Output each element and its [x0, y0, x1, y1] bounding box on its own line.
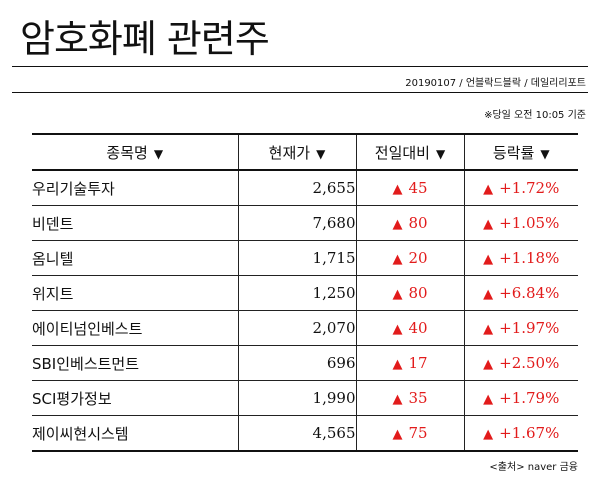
change-value: 75	[408, 424, 428, 442]
table-row: SCI평가정보 1,990 ▲ 35 ▲ +1.79%	[32, 380, 578, 416]
stock-price: 1,250	[237, 275, 356, 311]
table-header-row: 종목명 ▼ 현재가 ▼ 전일대비 ▼ 등락률 ▼	[32, 133, 578, 171]
stock-rate: ▲ +1.05%	[463, 205, 578, 241]
stock-change: ▲ 75	[355, 415, 464, 452]
as-of-note: ※당일 오전 10:05 기준	[484, 110, 586, 121]
rate-value: +1.79%	[499, 389, 560, 407]
up-arrow-icon: ▲	[392, 287, 403, 302]
table-row: 우리기술투자 2,655 ▲ 45 ▲ +1.72%	[32, 170, 578, 206]
up-arrow-icon: ▲	[392, 427, 403, 442]
rate-value: +1.67%	[499, 424, 560, 442]
stock-price: 2,070	[237, 310, 356, 346]
stock-change: ▲ 40	[355, 310, 464, 346]
col-header-price[interactable]: 현재가 ▼	[237, 133, 356, 171]
change-value: 17	[408, 354, 428, 372]
stock-price: 1,990	[237, 380, 356, 416]
col-header-label: 종목명	[106, 143, 148, 162]
up-arrow-icon: ▲	[483, 287, 494, 302]
stock-rate: ▲ +1.79%	[463, 380, 578, 416]
table-row: SBI인베스트먼트 696 ▲ 17 ▲ +2.50%	[32, 345, 578, 381]
stock-price: 1,715	[237, 240, 356, 276]
stock-price: 696	[237, 345, 356, 381]
stock-price: 7,680	[237, 205, 356, 241]
sort-down-icon: ▼	[316, 146, 326, 161]
stock-name: 비덴트	[32, 205, 238, 241]
stock-rate: ▲ +1.97%	[463, 310, 578, 346]
rate-value: +1.18%	[499, 249, 560, 267]
rate-value: +1.97%	[499, 319, 560, 337]
col-header-name[interactable]: 종목명 ▼	[32, 133, 238, 171]
col-header-rate[interactable]: 등락률 ▼	[463, 133, 578, 171]
stock-rate: ▲ +1.18%	[463, 240, 578, 276]
up-arrow-icon: ▲	[483, 392, 494, 407]
stock-change: ▲ 45	[355, 170, 464, 206]
up-arrow-icon: ▲	[392, 182, 403, 197]
source-line: 20190107 / 언블락드블락 / 데일리리포트	[405, 78, 586, 89]
up-arrow-icon: ▲	[392, 252, 403, 267]
table-row: 비덴트 7,680 ▲ 80 ▲ +1.05%	[32, 205, 578, 241]
change-value: 45	[408, 179, 428, 197]
stock-price: 2,655	[237, 170, 356, 206]
stock-name: 우리기술투자	[32, 170, 238, 206]
up-arrow-icon: ▲	[392, 392, 403, 407]
up-arrow-icon: ▲	[392, 217, 403, 232]
col-header-label: 현재가	[268, 143, 311, 162]
change-value: 40	[408, 319, 428, 337]
title-rule	[12, 66, 588, 67]
col-header-label: 전일대비	[374, 143, 430, 162]
stock-price: 4,565	[237, 415, 356, 452]
rate-value: +1.72%	[499, 179, 560, 197]
stock-rate: ▲ +1.72%	[463, 170, 578, 206]
table-row: 옴니텔 1,715 ▲ 20 ▲ +1.18%	[32, 240, 578, 276]
source-rule	[12, 92, 588, 93]
up-arrow-icon: ▲	[392, 357, 403, 372]
up-arrow-icon: ▲	[483, 182, 494, 197]
sort-down-icon: ▼	[540, 146, 550, 161]
col-header-change[interactable]: 전일대비 ▼	[355, 133, 464, 171]
stock-change: ▲ 80	[355, 275, 464, 311]
stock-name: SBI인베스트먼트	[32, 345, 238, 381]
stock-rate: ▲ +1.67%	[463, 415, 578, 452]
stock-name: 위지트	[32, 275, 238, 311]
stock-change: ▲ 20	[355, 240, 464, 276]
rate-value: +6.84%	[499, 284, 560, 302]
table-row: 제이씨현시스템 4,565 ▲ 75 ▲ +1.67%	[32, 415, 578, 452]
change-value: 35	[408, 389, 428, 407]
stock-change: ▲ 17	[355, 345, 464, 381]
stock-change: ▲ 35	[355, 380, 464, 416]
sort-down-icon: ▼	[153, 146, 164, 161]
up-arrow-icon: ▲	[483, 357, 494, 372]
change-value: 80	[408, 284, 428, 302]
up-arrow-icon: ▲	[483, 427, 494, 442]
sort-down-icon: ▼	[435, 146, 446, 161]
rate-value: +1.05%	[499, 214, 560, 232]
up-arrow-icon: ▲	[483, 322, 494, 337]
stock-rate: ▲ +2.50%	[463, 345, 578, 381]
table-row: 위지트 1,250 ▲ 80 ▲ +6.84%	[32, 275, 578, 311]
stock-table: 종목명 ▼ 현재가 ▼ 전일대비 ▼ 등락률 ▼ 우리기술투자 2,655 ▲ 45 ▲ +…	[32, 133, 578, 452]
stock-rate: ▲ +6.84%	[463, 275, 578, 311]
stock-name: 에이티넘인베스트	[32, 310, 238, 346]
change-value: 20	[408, 249, 428, 267]
stock-name: 제이씨현시스템	[32, 415, 238, 452]
source-footer: <출처> naver 금융	[489, 462, 578, 473]
table-row: 에이티넘인베스트 2,070 ▲ 40 ▲ +1.97%	[32, 310, 578, 346]
up-arrow-icon: ▲	[483, 217, 494, 232]
rate-value: +2.50%	[499, 354, 560, 372]
stock-name: SCI평가정보	[32, 380, 238, 416]
up-arrow-icon: ▲	[392, 322, 403, 337]
stock-change: ▲ 80	[355, 205, 464, 241]
stock-name: 옴니텔	[32, 240, 238, 276]
page-title: 암호화폐 관련주	[20, 17, 270, 61]
col-header-label: 등락률	[492, 143, 535, 162]
change-value: 80	[408, 214, 428, 232]
up-arrow-icon: ▲	[483, 252, 494, 267]
